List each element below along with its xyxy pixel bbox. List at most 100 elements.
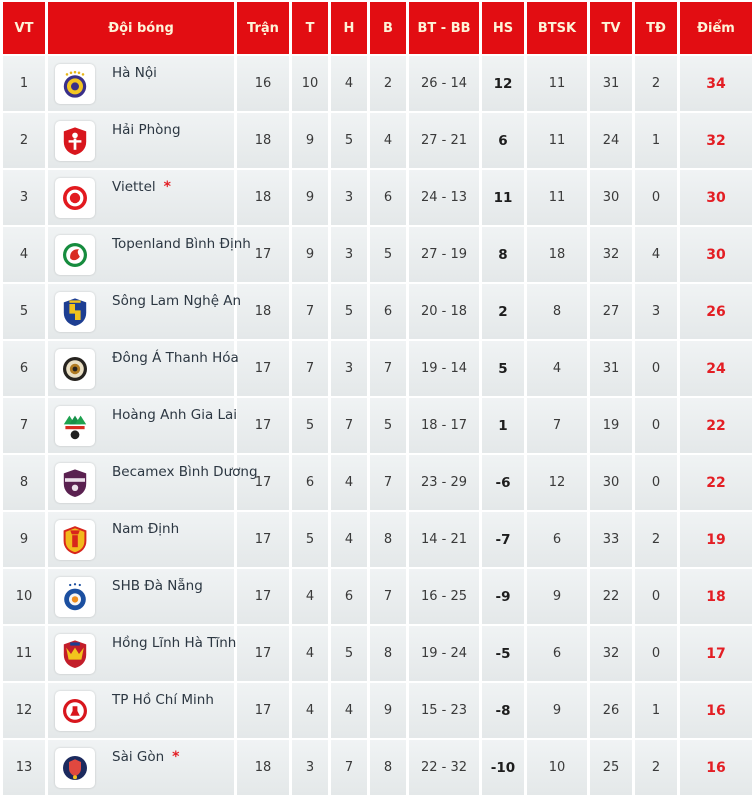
vt-cell: 7 xyxy=(3,398,45,453)
btbb-cell: 15 - 23 xyxy=(409,683,479,738)
td-cell: 2 xyxy=(635,56,677,111)
table-header: VT Đội bóng Trận T H B BT - BB HS BTSK TV TĐ Điểm xyxy=(3,2,752,54)
table-row: 13 Sài Gòn * 18 3 7 8 22 - 32 -10 10 25 2 16 xyxy=(3,740,752,795)
header-cell-t: T xyxy=(292,2,328,54)
btbb-cell: 19 - 24 xyxy=(409,626,479,681)
tv-cell: 19 xyxy=(590,398,632,453)
header-cell-tran: Trận xyxy=(237,2,289,54)
td-cell: 2 xyxy=(635,512,677,567)
team-name[interactable]: Becamex Bình Dương xyxy=(112,464,258,480)
table-row: 4 Topenland Bình Định 17 9 3 5 27 - 19 8 18 32 4 30 xyxy=(3,227,752,282)
tran-cell: 17 xyxy=(237,227,289,282)
tran-cell: 17 xyxy=(237,626,289,681)
hs-cell: 6 xyxy=(482,113,524,168)
team-cell[interactable]: Hải Phòng xyxy=(48,113,234,168)
team-cell[interactable]: Hoàng Anh Gia Lai xyxy=(48,398,238,453)
tv-cell: 32 xyxy=(590,626,632,681)
diem-cell: 16 xyxy=(680,683,752,738)
btsk-cell: 11 xyxy=(527,170,587,225)
team-name[interactable]: Viettel * xyxy=(112,179,171,195)
team-cell[interactable]: Hà Nội xyxy=(48,56,234,111)
btsk-cell: 8 xyxy=(527,284,587,339)
team-star: * xyxy=(172,749,180,765)
hs-cell: 8 xyxy=(482,227,524,282)
diem-cell: 17 xyxy=(680,626,752,681)
td-cell: 1 xyxy=(635,113,677,168)
header-cell-b: B xyxy=(370,2,406,54)
team-name[interactable]: Hải Phòng xyxy=(112,122,181,138)
t-cell: 4 xyxy=(292,683,328,738)
vt-cell: 13 xyxy=(3,740,45,795)
td-cell: 0 xyxy=(635,455,677,510)
btbb-cell: 18 - 17 xyxy=(409,398,479,453)
tv-cell: 24 xyxy=(590,113,632,168)
team-cell[interactable]: SHB Đà Nẵng xyxy=(48,569,234,624)
table-row: 7 Hoàng Anh Gia Lai 17 5 7 5 18 - 17 1 7 19 0 22 xyxy=(3,398,752,453)
team-cell[interactable]: Viettel * xyxy=(48,170,234,225)
tv-cell: 31 xyxy=(590,56,632,111)
table-row: 5 Sông Lam Nghệ An 18 7 5 6 20 - 18 2 8 27 3 26 xyxy=(3,284,752,339)
b-cell: 8 xyxy=(370,740,406,795)
team-wrap: Nam Định xyxy=(48,512,234,567)
tran-cell: 17 xyxy=(237,398,289,453)
team-name[interactable]: Hà Nội xyxy=(112,65,157,81)
header-cell-hs: HS xyxy=(482,2,524,54)
td-cell: 0 xyxy=(635,341,677,396)
team-name[interactable]: Topenland Bình Định xyxy=(112,236,251,252)
team-wrap: Hà Nội xyxy=(48,56,234,111)
team-logo-icon xyxy=(55,405,95,446)
b-cell: 7 xyxy=(370,341,406,396)
td-cell: 4 xyxy=(635,227,677,282)
vt-cell: 12 xyxy=(3,683,45,738)
btbb-cell: 20 - 18 xyxy=(409,284,479,339)
td-cell: 3 xyxy=(635,284,677,339)
btbb-cell: 14 - 21 xyxy=(409,512,479,567)
team-name[interactable]: TP Hồ Chí Minh xyxy=(112,692,214,708)
tran-cell: 18 xyxy=(237,113,289,168)
team-name[interactable]: Hoàng Anh Gia Lai xyxy=(112,407,238,423)
diem-cell: 18 xyxy=(680,569,752,624)
b-cell: 8 xyxy=(370,512,406,567)
team-name[interactable]: Nam Định xyxy=(112,521,180,537)
team-name[interactable]: Sài Gòn * xyxy=(112,749,180,765)
team-name[interactable]: Sông Lam Nghệ An xyxy=(112,293,242,309)
team-cell[interactable]: Sài Gòn * xyxy=(48,740,234,795)
hs-cell: -5 xyxy=(482,626,524,681)
b-cell: 4 xyxy=(370,113,406,168)
diem-cell: 22 xyxy=(680,398,752,453)
team-cell[interactable]: Sông Lam Nghệ An xyxy=(48,284,241,339)
diem-cell: 16 xyxy=(680,740,752,795)
vt-cell: 5 xyxy=(3,284,45,339)
tran-cell: 17 xyxy=(237,512,289,567)
hs-cell: 11 xyxy=(482,170,524,225)
table-row: 9 Nam Định 17 5 4 8 14 - 21 -7 6 33 2 19 xyxy=(3,512,752,567)
tran-cell: 16 xyxy=(237,56,289,111)
team-logo-icon xyxy=(55,348,95,389)
t-cell: 7 xyxy=(292,341,328,396)
team-logo-icon xyxy=(55,633,95,674)
btsk-cell: 6 xyxy=(527,512,587,567)
team-cell[interactable]: Đông Á Thanh Hóa xyxy=(48,341,239,396)
b-cell: 7 xyxy=(370,569,406,624)
team-name[interactable]: Hồng Lĩnh Hà Tĩnh xyxy=(112,635,237,651)
team-cell[interactable]: TP Hồ Chí Minh xyxy=(48,683,234,738)
team-cell[interactable]: Hồng Lĩnh Hà Tĩnh xyxy=(48,626,237,681)
team-cell[interactable]: Topenland Bình Định xyxy=(48,227,251,282)
team-name[interactable]: SHB Đà Nẵng xyxy=(112,578,203,594)
team-cell[interactable]: Becamex Bình Dương xyxy=(48,455,258,510)
tran-cell: 18 xyxy=(237,170,289,225)
btsk-cell: 6 xyxy=(527,626,587,681)
tv-cell: 27 xyxy=(590,284,632,339)
header-cell-btbb: BT - BB xyxy=(409,2,479,54)
tv-cell: 32 xyxy=(590,227,632,282)
team-logo-icon xyxy=(55,576,95,617)
btbb-cell: 22 - 32 xyxy=(409,740,479,795)
team-cell[interactable]: Nam Định xyxy=(48,512,234,567)
vt-cell: 9 xyxy=(3,512,45,567)
table-row: 10 SHB Đà Nẵng 17 4 6 7 16 - 25 -9 9 22 0 18 xyxy=(3,569,752,624)
vt-cell: 2 xyxy=(3,113,45,168)
team-name[interactable]: Đông Á Thanh Hóa xyxy=(112,350,239,366)
team-star: * xyxy=(163,179,171,195)
btbb-cell: 27 - 21 xyxy=(409,113,479,168)
